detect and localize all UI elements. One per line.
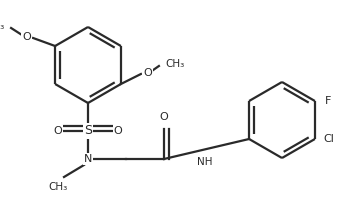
Text: CH₃: CH₃ <box>0 21 5 31</box>
Text: O: O <box>114 126 122 136</box>
Text: O: O <box>53 126 62 136</box>
Text: Cl: Cl <box>323 134 334 144</box>
Text: NH: NH <box>197 157 212 167</box>
Text: S: S <box>84 125 92 137</box>
Text: O: O <box>143 68 151 78</box>
Text: N: N <box>84 154 92 164</box>
Text: CH₃: CH₃ <box>48 182 67 192</box>
Text: CH₃: CH₃ <box>165 59 184 69</box>
Text: O: O <box>22 32 31 42</box>
Text: O: O <box>160 112 168 122</box>
Text: F: F <box>325 96 331 106</box>
